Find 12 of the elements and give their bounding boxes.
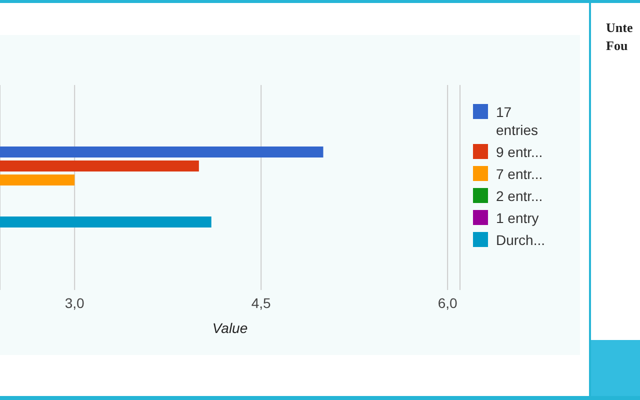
- text: Fou: [606, 38, 628, 54]
- legend-label: 2 entr...: [496, 187, 544, 205]
- legend-label: 7 entr...: [496, 165, 544, 183]
- x-tick-label: 6,0: [438, 294, 458, 311]
- legend-label: 9 entr...: [496, 143, 544, 161]
- legend-label: 1 entry: [496, 209, 540, 227]
- x-tick-label: 3,0: [64, 294, 85, 311]
- legend-label: Durch...: [496, 231, 546, 249]
- x-axis-title: Value: [212, 320, 248, 336]
- legend-label: 17 entries: [496, 103, 540, 139]
- x-tick-label: 4,5: [251, 294, 272, 311]
- text: Unte: [606, 20, 633, 36]
